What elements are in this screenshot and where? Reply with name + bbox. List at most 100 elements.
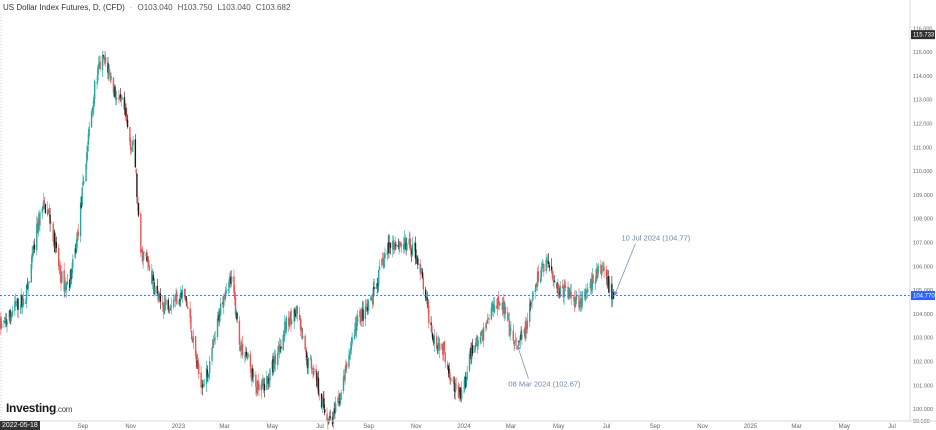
- candle: [529, 297, 531, 327]
- candle: [255, 386, 258, 397]
- candle: [197, 360, 199, 369]
- candle: [20, 288, 22, 315]
- candle: [157, 288, 159, 304]
- candle: [257, 373, 259, 390]
- candle: [90, 110, 93, 128]
- candle: [428, 299, 430, 329]
- x-tick-label: Nov: [125, 424, 136, 430]
- candle: [355, 316, 357, 337]
- candle: [534, 284, 536, 299]
- candle: [338, 393, 341, 407]
- candle: [136, 172, 138, 204]
- candle: [550, 258, 553, 274]
- candle: [74, 243, 76, 260]
- current-price-label: 104.770: [913, 294, 935, 300]
- candle: [168, 306, 170, 314]
- candle: [356, 309, 359, 326]
- candle: [179, 294, 181, 307]
- candle: [536, 266, 539, 291]
- candle: [504, 303, 507, 320]
- candle: [234, 285, 236, 306]
- candle: [386, 242, 389, 261]
- candle: [310, 355, 313, 375]
- candle: [107, 56, 109, 80]
- candle: [496, 297, 499, 316]
- candle: [307, 357, 309, 375]
- candle: [420, 264, 422, 275]
- legend-separator: -: [129, 3, 133, 12]
- candle: [306, 350, 308, 366]
- candle: [454, 378, 457, 401]
- symbol-title[interactable]: US Dollar Index Futures, D, (CFD): [3, 3, 125, 12]
- candle: [601, 265, 603, 279]
- candle: [373, 278, 375, 297]
- y-tick-label: 111.000: [913, 145, 932, 151]
- candle: [196, 353, 198, 369]
- candle: [545, 253, 547, 275]
- candle: [235, 308, 238, 321]
- candle: [262, 377, 265, 394]
- candle: [605, 265, 608, 280]
- candle: [377, 277, 379, 294]
- candle: [600, 259, 602, 275]
- candle: [342, 369, 345, 395]
- candle: [245, 347, 248, 359]
- candle: [219, 309, 221, 323]
- candle: [414, 241, 416, 252]
- candle: [345, 361, 348, 373]
- candle: [75, 232, 78, 254]
- candle: [453, 375, 455, 392]
- candle: [460, 386, 462, 402]
- candle: [415, 249, 417, 264]
- candle: [460, 381, 463, 403]
- candle: [448, 362, 450, 379]
- x-tick-label: Jul: [888, 424, 896, 430]
- candle: [562, 284, 565, 303]
- candle: [371, 294, 374, 309]
- candle: [414, 236, 417, 265]
- candle: [349, 351, 351, 360]
- candle: [143, 250, 145, 260]
- candle: [115, 90, 118, 106]
- candle: [360, 306, 363, 327]
- candle: [36, 217, 39, 234]
- candle: [181, 284, 184, 303]
- candle: [256, 379, 259, 396]
- candle: [372, 281, 374, 307]
- candle: [370, 295, 372, 301]
- candle: [11, 305, 14, 317]
- candle: [530, 301, 532, 308]
- x-tick-label: Jul: [316, 424, 324, 430]
- candle: [552, 271, 554, 287]
- y-tick-label: 109.000: [913, 193, 933, 199]
- candle: [557, 278, 559, 298]
- candle: [53, 230, 55, 246]
- candle: [499, 302, 501, 306]
- candle: [490, 302, 493, 321]
- current-price-badge: [911, 291, 935, 301]
- candle: [218, 307, 220, 327]
- candle: [322, 390, 324, 406]
- candle: [378, 269, 380, 292]
- candle: [238, 315, 241, 351]
- candle: [273, 356, 275, 373]
- candle: [55, 236, 58, 253]
- candle: [98, 55, 101, 69]
- candle: [611, 276, 613, 308]
- candle: [409, 232, 411, 251]
- candle: [163, 295, 166, 315]
- candle: [597, 263, 599, 279]
- candle: [266, 375, 269, 380]
- candle: [97, 56, 100, 75]
- candle: [496, 298, 498, 310]
- candle: [436, 345, 439, 355]
- y-tick-label: 105.000: [913, 288, 933, 294]
- candle: [301, 327, 303, 340]
- candle: [219, 297, 222, 317]
- annotation-arrow: [516, 344, 529, 379]
- candle: [31, 245, 33, 270]
- candle: [469, 347, 471, 357]
- candle: [493, 297, 496, 314]
- candle: [406, 237, 408, 252]
